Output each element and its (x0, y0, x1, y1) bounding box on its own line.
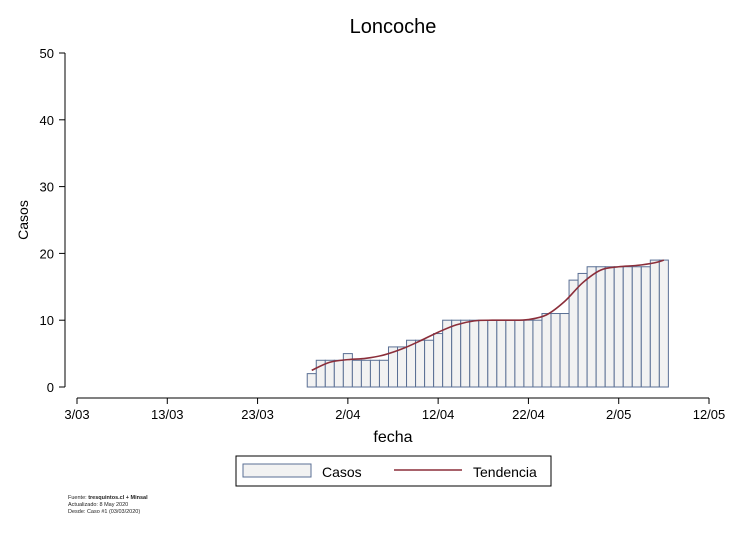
bar (478, 319, 489, 388)
bar (397, 346, 408, 388)
y-tick-label: 30 (40, 180, 54, 195)
legend-label-casos: Casos (322, 464, 362, 480)
updated-line: Actualizado: 8 May 2020 (68, 502, 129, 508)
bar (559, 313, 570, 388)
x-tick-label: 2/04 (335, 407, 360, 422)
bar (604, 266, 615, 388)
y-axis-label: Casos (15, 200, 31, 240)
bar (622, 266, 633, 388)
bar (351, 359, 362, 388)
x-axis: 3/03 13/03 23/03 2/04 12/04 22/04 2/05 12/05 (64, 397, 726, 422)
bar (658, 259, 669, 388)
bar (640, 266, 651, 388)
since-line: Desde: Caso #1 (03/03/2020) (68, 509, 141, 515)
bar (586, 266, 597, 388)
bar (577, 272, 588, 388)
x-tick-label: 13/03 (151, 407, 184, 422)
bar (532, 319, 543, 388)
bar (424, 339, 435, 388)
bar (451, 319, 462, 388)
legend-swatch-casos (242, 463, 312, 478)
y-tick-label: 40 (40, 113, 54, 128)
bar (460, 319, 471, 388)
bar (378, 359, 389, 388)
source-note: Fuente: tresquintos.cl + Minsal Actualiz… (68, 495, 148, 516)
x-tick-label: 12/04 (422, 407, 455, 422)
bar (541, 313, 552, 388)
x-tick-label: 23/03 (241, 407, 274, 422)
legend-label-tendencia: Tendencia (473, 464, 537, 480)
bar (360, 359, 371, 388)
x-tick-label: 22/04 (512, 407, 545, 422)
bar (306, 373, 317, 388)
bar (469, 319, 480, 388)
legend: Casos Tendencia (235, 455, 552, 487)
bar (369, 359, 380, 388)
bar (550, 313, 561, 388)
source-line: Fuente: tresquintos.cl + Minsal (68, 495, 148, 502)
plot-area (306, 259, 669, 388)
bar (415, 339, 426, 388)
y-tick-label: 50 (40, 46, 54, 61)
bar (613, 266, 624, 388)
source-value: tresquintos.cl + Minsal (88, 495, 148, 501)
chart-title: Loncoche (350, 16, 437, 38)
bar (324, 359, 335, 388)
source-label: Fuente: (68, 495, 87, 501)
bar (514, 319, 525, 388)
bar (505, 319, 516, 388)
bar (496, 319, 507, 388)
bar (631, 266, 642, 388)
trend-line (311, 259, 665, 372)
y-axis: 0 10 20 30 40 50 (40, 46, 66, 395)
y-tick-label: 0 (47, 380, 54, 395)
bar (595, 266, 606, 388)
bar (649, 259, 660, 388)
x-tick-label: 12/05 (693, 407, 726, 422)
bar (433, 333, 444, 388)
y-tick-label: 10 (40, 313, 54, 328)
y-tick-label: 20 (40, 246, 54, 261)
x-tick-label: 2/05 (606, 407, 631, 422)
bar (523, 319, 534, 388)
x-tick-label: 3/03 (64, 407, 89, 422)
bar (333, 359, 344, 388)
bar (487, 319, 498, 388)
x-axis-label: fecha (373, 429, 412, 446)
